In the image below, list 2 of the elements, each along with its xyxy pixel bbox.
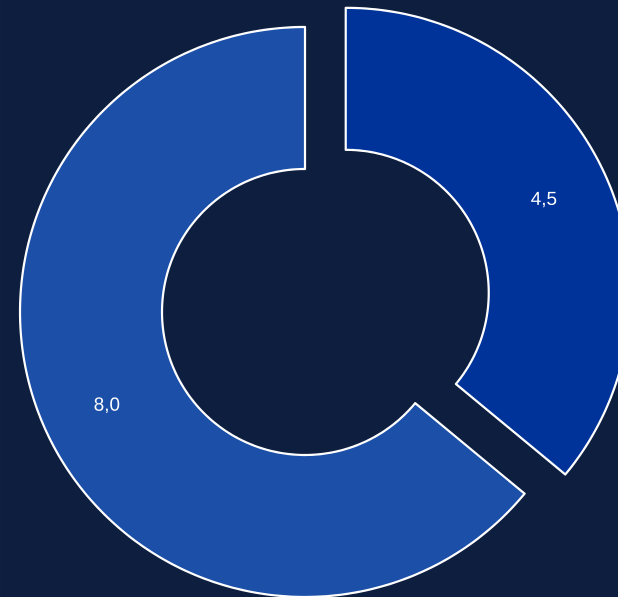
data-label: 8,0 [94, 397, 120, 414]
data-label: 4,5 [531, 192, 556, 208]
